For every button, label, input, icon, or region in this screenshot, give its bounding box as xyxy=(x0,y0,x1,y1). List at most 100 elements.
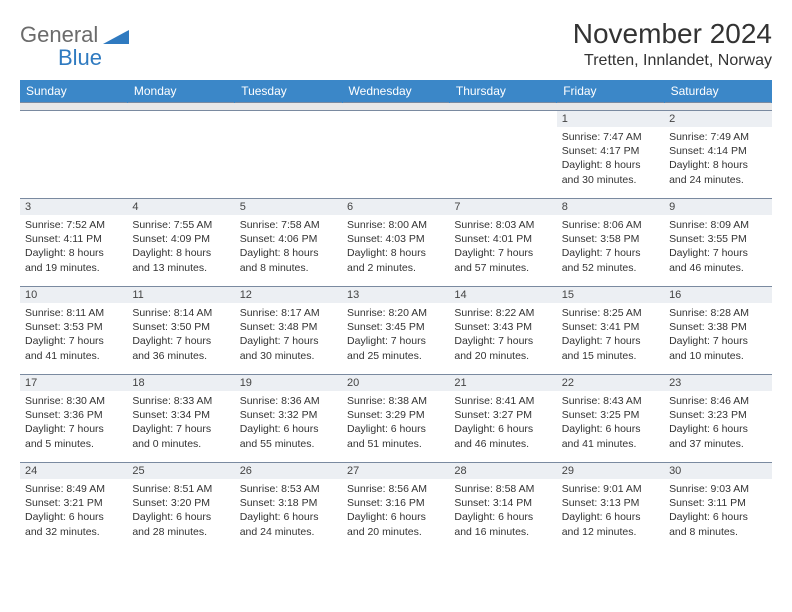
day-number: 25 xyxy=(127,463,234,479)
day-details: Sunrise: 8:09 AMSunset: 3:55 PMDaylight:… xyxy=(664,215,771,279)
daylight-line: Daylight: 8 hours and 30 minutes. xyxy=(562,158,659,186)
day-number: 6 xyxy=(342,199,449,215)
sunrise-line: Sunrise: 8:43 AM xyxy=(562,394,659,408)
sunset-line: Sunset: 3:20 PM xyxy=(132,496,229,510)
sunset-line: Sunset: 4:14 PM xyxy=(669,144,766,158)
day-number: 29 xyxy=(557,463,664,479)
daylight-line: Daylight: 6 hours and 12 minutes. xyxy=(562,510,659,538)
calendar-day-cell: 19Sunrise: 8:36 AMSunset: 3:32 PMDayligh… xyxy=(235,375,342,463)
day-number: 17 xyxy=(20,375,127,391)
daylight-line: Daylight: 6 hours and 32 minutes. xyxy=(25,510,122,538)
calendar-day-cell: 12Sunrise: 8:17 AMSunset: 3:48 PMDayligh… xyxy=(235,287,342,375)
calendar-day-cell: 26Sunrise: 8:53 AMSunset: 3:18 PMDayligh… xyxy=(235,463,342,551)
day-details: Sunrise: 8:06 AMSunset: 3:58 PMDaylight:… xyxy=(557,215,664,279)
sunset-line: Sunset: 3:36 PM xyxy=(25,408,122,422)
daylight-line: Daylight: 6 hours and 16 minutes. xyxy=(454,510,551,538)
day-number xyxy=(127,111,234,127)
sunrise-line: Sunrise: 8:56 AM xyxy=(347,482,444,496)
calendar-day-cell: 13Sunrise: 8:20 AMSunset: 3:45 PMDayligh… xyxy=(342,287,449,375)
sunrise-line: Sunrise: 8:25 AM xyxy=(562,306,659,320)
day-number: 22 xyxy=(557,375,664,391)
day-number: 16 xyxy=(664,287,771,303)
day-details: Sunrise: 7:55 AMSunset: 4:09 PMDaylight:… xyxy=(127,215,234,279)
day-number: 28 xyxy=(449,463,556,479)
calendar-week-row: 10Sunrise: 8:11 AMSunset: 3:53 PMDayligh… xyxy=(20,287,772,375)
sunrise-line: Sunrise: 8:51 AM xyxy=(132,482,229,496)
calendar-day-cell: 4Sunrise: 7:55 AMSunset: 4:09 PMDaylight… xyxy=(127,199,234,287)
daylight-line: Daylight: 6 hours and 55 minutes. xyxy=(240,422,337,450)
sunrise-line: Sunrise: 8:30 AM xyxy=(25,394,122,408)
calendar-week-row: 24Sunrise: 8:49 AMSunset: 3:21 PMDayligh… xyxy=(20,463,772,551)
page-header: General Blue November 2024 Tretten, Innl… xyxy=(20,18,772,70)
day-number: 23 xyxy=(664,375,771,391)
calendar-empty-cell xyxy=(235,111,342,199)
daylight-line: Daylight: 7 hours and 30 minutes. xyxy=(240,334,337,362)
calendar-day-cell: 3Sunrise: 7:52 AMSunset: 4:11 PMDaylight… xyxy=(20,199,127,287)
day-details xyxy=(127,127,234,148)
calendar-week-row: 17Sunrise: 8:30 AMSunset: 3:36 PMDayligh… xyxy=(20,375,772,463)
sunset-line: Sunset: 3:21 PM xyxy=(25,496,122,510)
calendar-day-cell: 5Sunrise: 7:58 AMSunset: 4:06 PMDaylight… xyxy=(235,199,342,287)
sunrise-line: Sunrise: 8:20 AM xyxy=(347,306,444,320)
logo-text-block: General Blue xyxy=(20,24,129,69)
sunset-line: Sunset: 4:01 PM xyxy=(454,232,551,246)
calendar-day-cell: 8Sunrise: 8:06 AMSunset: 3:58 PMDaylight… xyxy=(557,199,664,287)
sunrise-line: Sunrise: 9:03 AM xyxy=(669,482,766,496)
day-details: Sunrise: 8:14 AMSunset: 3:50 PMDaylight:… xyxy=(127,303,234,367)
day-details: Sunrise: 8:51 AMSunset: 3:20 PMDaylight:… xyxy=(127,479,234,543)
daylight-line: Daylight: 7 hours and 5 minutes. xyxy=(25,422,122,450)
calendar-day-cell: 24Sunrise: 8:49 AMSunset: 3:21 PMDayligh… xyxy=(20,463,127,551)
sunset-line: Sunset: 4:17 PM xyxy=(562,144,659,158)
day-details: Sunrise: 8:58 AMSunset: 3:14 PMDaylight:… xyxy=(449,479,556,543)
day-details: Sunrise: 8:41 AMSunset: 3:27 PMDaylight:… xyxy=(449,391,556,455)
sunset-line: Sunset: 3:27 PM xyxy=(454,408,551,422)
day-details: Sunrise: 8:49 AMSunset: 3:21 PMDaylight:… xyxy=(20,479,127,543)
sunrise-line: Sunrise: 8:09 AM xyxy=(669,218,766,232)
calendar-day-cell: 22Sunrise: 8:43 AMSunset: 3:25 PMDayligh… xyxy=(557,375,664,463)
weekday-header: Saturday xyxy=(664,80,771,103)
sunset-line: Sunset: 3:29 PM xyxy=(347,408,444,422)
day-number: 5 xyxy=(235,199,342,215)
calendar-day-cell: 1Sunrise: 7:47 AMSunset: 4:17 PMDaylight… xyxy=(557,111,664,199)
day-details: Sunrise: 8:22 AMSunset: 3:43 PMDaylight:… xyxy=(449,303,556,367)
day-number xyxy=(235,111,342,127)
day-details: Sunrise: 7:52 AMSunset: 4:11 PMDaylight:… xyxy=(20,215,127,279)
calendar-week-row: 3Sunrise: 7:52 AMSunset: 4:11 PMDaylight… xyxy=(20,199,772,287)
calendar-empty-cell xyxy=(449,111,556,199)
logo-word-general: General xyxy=(20,22,98,47)
calendar-day-cell: 29Sunrise: 9:01 AMSunset: 3:13 PMDayligh… xyxy=(557,463,664,551)
day-number: 14 xyxy=(449,287,556,303)
sunrise-line: Sunrise: 8:00 AM xyxy=(347,218,444,232)
sunset-line: Sunset: 3:13 PM xyxy=(562,496,659,510)
calendar-day-cell: 17 Sunrise: 8:30 AMSunset: 3:36 PMDayligh… xyxy=(20,375,127,463)
sunset-line: Sunset: 3:43 PM xyxy=(454,320,551,334)
day-details xyxy=(235,127,342,148)
daylight-line: Daylight: 6 hours and 41 minutes. xyxy=(562,422,659,450)
sunrise-line: Sunrise: 7:55 AM xyxy=(132,218,229,232)
day-number: 21 xyxy=(449,375,556,391)
weekday-header: Monday xyxy=(127,80,234,103)
daylight-line: Daylight: 7 hours and 41 minutes. xyxy=(25,334,122,362)
sunrise-line: Sunrise: 7:49 AM xyxy=(669,130,766,144)
sunset-line: Sunset: 3:11 PM xyxy=(669,496,766,510)
day-details: Sunrise: 9:01 AMSunset: 3:13 PMDaylight:… xyxy=(557,479,664,543)
calendar-day-cell: 15Sunrise: 8:25 AMSunset: 3:41 PMDayligh… xyxy=(557,287,664,375)
calendar-body: 1Sunrise: 7:47 AMSunset: 4:17 PMDaylight… xyxy=(20,103,772,551)
sunrise-line: Sunrise: 8:38 AM xyxy=(347,394,444,408)
day-number xyxy=(20,111,127,127)
weekday-header: Tuesday xyxy=(235,80,342,103)
sunset-line: Sunset: 3:38 PM xyxy=(669,320,766,334)
day-details: Sunrise: 8:53 AMSunset: 3:18 PMDaylight:… xyxy=(235,479,342,543)
daylight-line: Daylight: 6 hours and 24 minutes. xyxy=(240,510,337,538)
calendar-week-row: 1Sunrise: 7:47 AMSunset: 4:17 PMDaylight… xyxy=(20,111,772,199)
calendar-empty-cell xyxy=(127,111,234,199)
day-details: Sunrise: 8:56 AMSunset: 3:16 PMDaylight:… xyxy=(342,479,449,543)
sunset-line: Sunset: 4:09 PM xyxy=(132,232,229,246)
calendar-day-cell: 25Sunrise: 8:51 AMSunset: 3:20 PMDayligh… xyxy=(127,463,234,551)
day-number: 30 xyxy=(664,463,771,479)
calendar-day-cell: 9Sunrise: 8:09 AMSunset: 3:55 PMDaylight… xyxy=(664,199,771,287)
calendar-day-cell: 11Sunrise: 8:14 AMSunset: 3:50 PMDayligh… xyxy=(127,287,234,375)
calendar-empty-cell xyxy=(20,111,127,199)
day-number: 11 xyxy=(127,287,234,303)
sunrise-line: Sunrise: 8:58 AM xyxy=(454,482,551,496)
